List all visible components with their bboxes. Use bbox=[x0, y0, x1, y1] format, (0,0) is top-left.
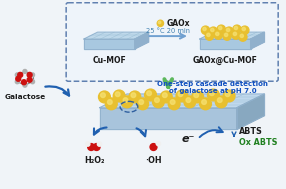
Circle shape bbox=[158, 21, 161, 24]
Circle shape bbox=[156, 141, 160, 146]
Circle shape bbox=[194, 93, 198, 98]
Circle shape bbox=[131, 93, 136, 98]
Circle shape bbox=[205, 32, 214, 40]
Circle shape bbox=[160, 91, 172, 103]
Circle shape bbox=[99, 91, 110, 103]
Circle shape bbox=[155, 98, 159, 102]
Circle shape bbox=[215, 96, 227, 108]
Circle shape bbox=[186, 98, 191, 102]
Circle shape bbox=[15, 73, 19, 77]
Circle shape bbox=[176, 90, 188, 102]
Polygon shape bbox=[200, 32, 265, 39]
Text: Galactose: Galactose bbox=[4, 94, 45, 100]
Circle shape bbox=[214, 31, 223, 39]
Circle shape bbox=[201, 26, 210, 34]
Circle shape bbox=[203, 27, 206, 31]
Text: Cu-MOF: Cu-MOF bbox=[92, 56, 126, 65]
Text: ·OH: ·OH bbox=[145, 156, 162, 165]
Circle shape bbox=[115, 92, 120, 97]
Circle shape bbox=[97, 142, 102, 146]
Circle shape bbox=[152, 96, 164, 108]
Polygon shape bbox=[100, 108, 237, 129]
Circle shape bbox=[15, 80, 19, 84]
Circle shape bbox=[207, 33, 210, 36]
Circle shape bbox=[210, 91, 214, 96]
Circle shape bbox=[242, 27, 245, 31]
Circle shape bbox=[86, 142, 90, 146]
Circle shape bbox=[93, 144, 100, 150]
Circle shape bbox=[223, 90, 235, 102]
Circle shape bbox=[239, 33, 247, 41]
Text: 25 °C 20 min: 25 °C 20 min bbox=[146, 28, 190, 34]
Circle shape bbox=[23, 70, 27, 73]
Text: e⁻: e⁻ bbox=[181, 134, 194, 144]
Circle shape bbox=[184, 96, 196, 108]
Circle shape bbox=[170, 100, 175, 104]
Circle shape bbox=[16, 76, 21, 81]
Text: GAOx: GAOx bbox=[166, 19, 190, 28]
Circle shape bbox=[157, 20, 164, 26]
Circle shape bbox=[162, 93, 167, 98]
Circle shape bbox=[31, 80, 35, 84]
Circle shape bbox=[233, 25, 241, 33]
Polygon shape bbox=[84, 39, 135, 49]
Circle shape bbox=[223, 32, 231, 40]
Polygon shape bbox=[135, 32, 149, 49]
Text: Ox ABTS: Ox ABTS bbox=[239, 138, 277, 147]
Circle shape bbox=[241, 26, 249, 34]
FancyBboxPatch shape bbox=[66, 3, 278, 81]
Circle shape bbox=[88, 144, 95, 150]
Circle shape bbox=[18, 72, 23, 77]
Circle shape bbox=[178, 92, 183, 97]
Circle shape bbox=[209, 27, 218, 35]
Text: H₂O₂: H₂O₂ bbox=[84, 156, 105, 165]
Circle shape bbox=[217, 98, 222, 102]
Polygon shape bbox=[100, 94, 265, 108]
Circle shape bbox=[106, 98, 117, 110]
Circle shape bbox=[208, 89, 219, 101]
Polygon shape bbox=[200, 39, 251, 49]
Circle shape bbox=[27, 77, 32, 82]
Circle shape bbox=[202, 100, 206, 104]
Polygon shape bbox=[237, 94, 265, 129]
Circle shape bbox=[227, 28, 230, 32]
Circle shape bbox=[31, 73, 35, 77]
Circle shape bbox=[27, 72, 32, 77]
Circle shape bbox=[240, 34, 243, 37]
Circle shape bbox=[23, 83, 27, 87]
Circle shape bbox=[225, 27, 233, 35]
Circle shape bbox=[101, 93, 105, 98]
Circle shape bbox=[217, 25, 225, 33]
Polygon shape bbox=[84, 32, 149, 39]
Circle shape bbox=[123, 98, 128, 102]
Circle shape bbox=[139, 100, 144, 104]
Circle shape bbox=[108, 100, 112, 104]
Circle shape bbox=[21, 80, 26, 85]
Polygon shape bbox=[251, 32, 265, 49]
Circle shape bbox=[233, 32, 237, 36]
Circle shape bbox=[234, 26, 238, 30]
Text: of galactose at pH 7.0: of galactose at pH 7.0 bbox=[168, 88, 256, 94]
Circle shape bbox=[150, 144, 157, 150]
Circle shape bbox=[225, 92, 230, 97]
Circle shape bbox=[216, 32, 219, 36]
Circle shape bbox=[145, 89, 156, 101]
Circle shape bbox=[225, 33, 228, 36]
Circle shape bbox=[168, 98, 180, 110]
Circle shape bbox=[147, 91, 152, 96]
Circle shape bbox=[232, 31, 240, 39]
Circle shape bbox=[219, 26, 222, 30]
Circle shape bbox=[192, 91, 204, 103]
Text: GAOx@Cu-MOF: GAOx@Cu-MOF bbox=[193, 56, 258, 65]
Text: ABTS: ABTS bbox=[239, 127, 263, 136]
Text: One-step cascade detection: One-step cascade detection bbox=[157, 81, 268, 87]
Circle shape bbox=[137, 98, 149, 110]
Circle shape bbox=[121, 96, 133, 108]
Circle shape bbox=[211, 28, 214, 32]
Circle shape bbox=[113, 90, 125, 102]
Circle shape bbox=[200, 98, 211, 110]
Circle shape bbox=[129, 91, 141, 103]
